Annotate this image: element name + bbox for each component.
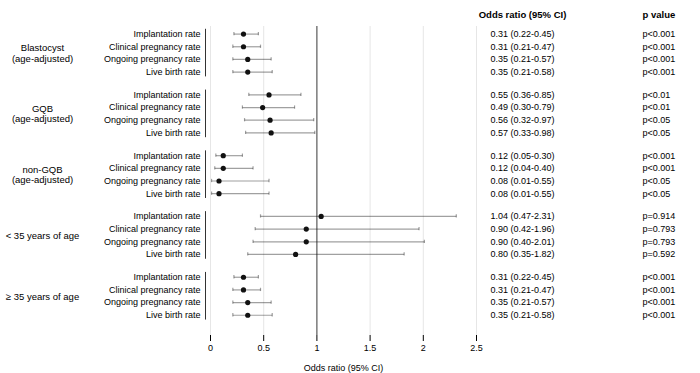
svg-text:Ongoing pregnancy rate: Ongoing pregnancy rate	[104, 54, 201, 64]
svg-text:Live birth rate: Live birth rate	[146, 189, 201, 199]
svg-text:Odds ratio (95% CI): Odds ratio (95% CI)	[479, 9, 567, 20]
svg-text:0.90 (0.40-2.01): 0.90 (0.40-2.01)	[490, 237, 554, 247]
svg-text:p<0.01: p<0.01	[643, 102, 671, 112]
svg-text:0.31 (0.22-0.45): 0.31 (0.22-0.45)	[490, 272, 554, 282]
svg-text:0.31 (0.21-0.47): 0.31 (0.21-0.47)	[490, 285, 554, 295]
svg-text:0: 0	[208, 343, 213, 353]
svg-text:p=0.793: p=0.793	[643, 224, 676, 234]
svg-text:Live birth rate: Live birth rate	[146, 249, 201, 259]
svg-text:0.08 (0.01-0.55): 0.08 (0.01-0.55)	[490, 176, 554, 186]
svg-text:p<0.001: p<0.001	[643, 29, 676, 39]
svg-text:Clinical pregnancy rate: Clinical pregnancy rate	[109, 224, 201, 234]
svg-text:Clinical pregnancy rate: Clinical pregnancy rate	[109, 42, 201, 52]
svg-text:p<0.01: p<0.01	[643, 90, 671, 100]
svg-text:0.31 (0.22-0.45): 0.31 (0.22-0.45)	[490, 29, 554, 39]
svg-text:Live birth rate: Live birth rate	[146, 310, 201, 320]
svg-text:≥ 35 years of age: ≥ 35 years of age	[6, 291, 79, 302]
svg-text:0.35 (0.21-0.57): 0.35 (0.21-0.57)	[490, 54, 554, 64]
svg-text:Implantation rate: Implantation rate	[133, 211, 200, 221]
svg-text:p=0.592: p=0.592	[643, 249, 676, 259]
svg-text:Odds ratio (95% CI): Odds ratio (95% CI)	[304, 363, 384, 373]
svg-text:0.35 (0.21-0.57): 0.35 (0.21-0.57)	[490, 297, 554, 307]
svg-text:0.49 (0.30-0.79): 0.49 (0.30-0.79)	[490, 102, 554, 112]
svg-text:Ongoing pregnancy rate: Ongoing pregnancy rate	[104, 297, 201, 307]
svg-text:Live birth rate: Live birth rate	[146, 128, 201, 138]
svg-text:p<0.001: p<0.001	[643, 67, 676, 77]
svg-text:0.35 (0.21-0.58): 0.35 (0.21-0.58)	[490, 67, 554, 77]
svg-text:p<0.05: p<0.05	[643, 115, 671, 125]
svg-text:p<0.05: p<0.05	[643, 189, 671, 199]
svg-text:0.56 (0.32-0.97): 0.56 (0.32-0.97)	[490, 115, 554, 125]
svg-text:Live birth rate: Live birth rate	[146, 67, 201, 77]
svg-text:0.08 (0.01-0.55): 0.08 (0.01-0.55)	[490, 189, 554, 199]
svg-text:Implantation rate: Implantation rate	[133, 29, 200, 39]
svg-text:1: 1	[314, 343, 319, 353]
svg-text:0.12 (0.04-0.40): 0.12 (0.04-0.40)	[490, 163, 554, 173]
svg-text:2.5: 2.5	[470, 343, 483, 353]
svg-text:2: 2	[421, 343, 426, 353]
svg-text:p<0.001: p<0.001	[643, 163, 676, 173]
svg-text:< 35 years of age: < 35 years of age	[6, 230, 80, 241]
svg-text:0.90 (0.42-1.96): 0.90 (0.42-1.96)	[490, 224, 554, 234]
svg-text:Clinical pregnancy rate: Clinical pregnancy rate	[109, 285, 201, 295]
svg-text:p<0.05: p<0.05	[643, 128, 671, 138]
svg-text:Ongoing pregnancy rate: Ongoing pregnancy rate	[104, 115, 201, 125]
svg-text:Clinical pregnancy rate: Clinical pregnancy rate	[109, 102, 201, 112]
svg-text:GQB(age-adjusted): GQB(age-adjusted)	[12, 103, 73, 124]
svg-text:0.55 (0.36-0.85): 0.55 (0.36-0.85)	[490, 90, 554, 100]
svg-text:Implantation rate: Implantation rate	[133, 272, 200, 282]
svg-text:1.5: 1.5	[364, 343, 377, 353]
svg-text:p<0.001: p<0.001	[643, 297, 676, 307]
svg-text:Implantation rate: Implantation rate	[133, 151, 200, 161]
svg-text:p<0.001: p<0.001	[643, 54, 676, 64]
svg-text:p<0.001: p<0.001	[643, 42, 676, 52]
svg-text:0.80 (0.35-1.82): 0.80 (0.35-1.82)	[490, 249, 554, 259]
svg-text:p value: p value	[643, 9, 676, 20]
svg-text:1.04 (0.47-2.31): 1.04 (0.47-2.31)	[490, 211, 554, 221]
svg-text:Ongoing pregnancy rate: Ongoing pregnancy rate	[104, 176, 201, 186]
svg-text:p<0.001: p<0.001	[643, 285, 676, 295]
svg-text:p<0.001: p<0.001	[643, 272, 676, 282]
svg-text:0.35 (0.21-0.58): 0.35 (0.21-0.58)	[490, 310, 554, 320]
svg-text:0.31 (0.21-0.47): 0.31 (0.21-0.47)	[490, 42, 554, 52]
svg-text:non-GQB(age-adjusted): non-GQB(age-adjusted)	[12, 164, 73, 185]
svg-text:p<0.001: p<0.001	[643, 310, 676, 320]
svg-text:0.12 (0.05-0.30): 0.12 (0.05-0.30)	[490, 151, 554, 161]
svg-text:Blastocyst(age-adjusted): Blastocyst(age-adjusted)	[12, 42, 73, 63]
svg-text:p=0.914: p=0.914	[643, 211, 676, 221]
svg-text:Clinical pregnancy rate: Clinical pregnancy rate	[109, 163, 201, 173]
svg-text:0.57 (0.33-0.98): 0.57 (0.33-0.98)	[490, 128, 554, 138]
svg-text:Implantation rate: Implantation rate	[133, 90, 200, 100]
svg-text:p<0.05: p<0.05	[643, 176, 671, 186]
svg-text:0.5: 0.5	[257, 343, 270, 353]
svg-text:p<0.001: p<0.001	[643, 151, 676, 161]
svg-text:Ongoing pregnancy rate: Ongoing pregnancy rate	[104, 237, 201, 247]
svg-text:p=0.793: p=0.793	[643, 237, 676, 247]
